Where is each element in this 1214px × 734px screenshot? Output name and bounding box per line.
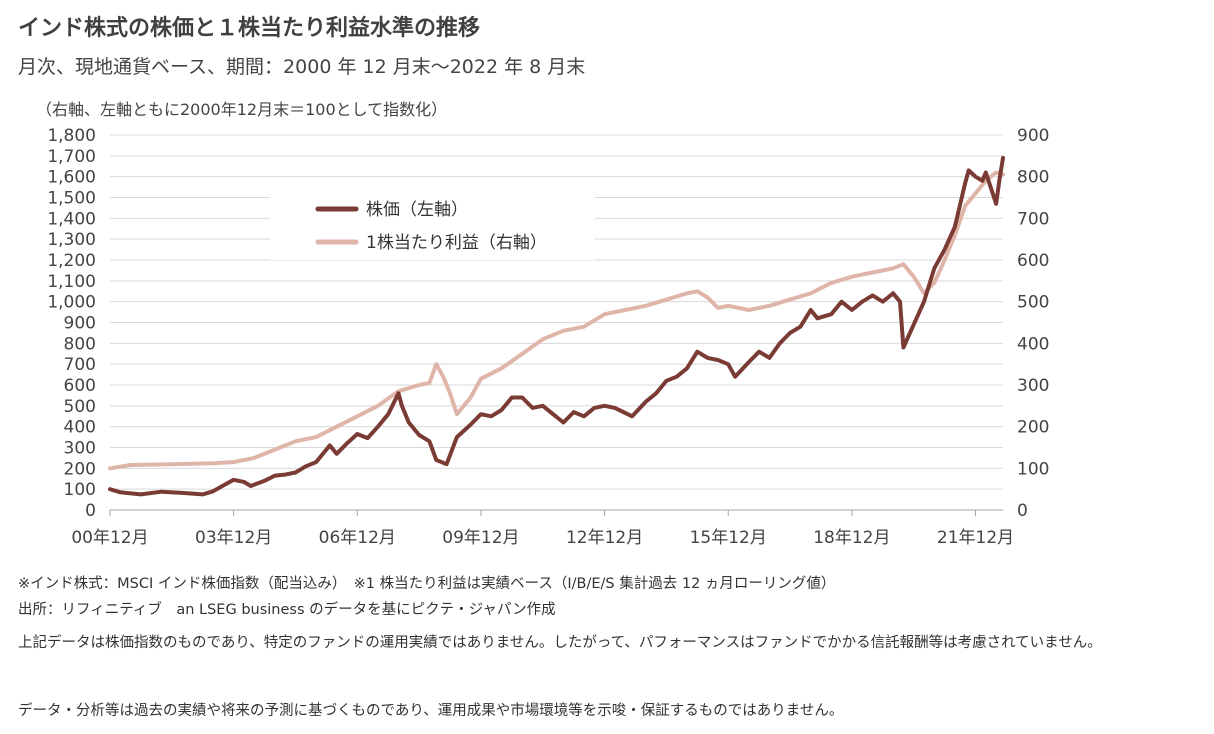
y-left-tick-label: 1,200	[47, 251, 96, 271]
page-subtitle: 月次、現地通貨ベース、期間：2000 年 12 月末～2022 年 8 月末	[18, 56, 586, 78]
y-right-tick-label: 200	[1017, 418, 1049, 438]
y-left-tick-label: 1,300	[47, 230, 96, 250]
y-left-tick-label: 1,400	[47, 209, 96, 229]
source-credit: 出所：リフィニティブ an LSEG business のデータを基にピクテ・ジ…	[18, 602, 556, 618]
y-left-tick-label: 200	[64, 459, 96, 479]
y-left-tick-label: 1,000	[47, 293, 96, 313]
source-note: ※インド株式：MSCI インド株価指数（配当込み） ※1 株当たり利益は実績ベー…	[18, 576, 836, 592]
y-left-tick-label: 700	[64, 355, 96, 375]
y-left-tick-label: 300	[64, 439, 96, 459]
x-tick-label: 00年12月	[71, 528, 148, 548]
y-left-tick-label: 600	[64, 376, 96, 396]
y-right-tick-label: 900	[1017, 126, 1049, 146]
page-title: インド株式の株価と１株当たり利益水準の推移	[18, 16, 481, 41]
disclaimer-forecast: データ・分析等は過去の実績や将来の予測に基づくものであり、運用成果や市場環境等を…	[18, 703, 844, 719]
y-right-tick-label: 800	[1017, 168, 1049, 188]
y-right-tick-label: 400	[1017, 334, 1049, 354]
y-left-tick-label: 900	[64, 314, 96, 334]
y-right-tick-label: 0	[1017, 501, 1028, 521]
y-left-tick-label: 1,500	[47, 189, 96, 209]
legend-background	[270, 190, 595, 260]
x-tick-label: 15年12月	[690, 528, 767, 548]
y-left-tick-label: 800	[64, 334, 96, 354]
x-tick-label: 03年12月	[195, 528, 272, 548]
legend-eps-label: 1株当たり利益（右軸）	[366, 233, 547, 253]
y-left-tick-label: 500	[64, 397, 96, 417]
x-tick-label: 12年12月	[566, 528, 643, 548]
x-tick-label: 06年12月	[319, 528, 396, 548]
x-tick-label: 21年12月	[937, 528, 1014, 548]
y-right-tick-label: 100	[1017, 459, 1049, 479]
y-right-tick-label: 600	[1017, 251, 1049, 271]
y-left-tick-label: 0	[85, 501, 96, 521]
line-chart: 01002003004005006007008009001,0001,1001,…	[47, 126, 1049, 548]
y-right-tick-label: 700	[1017, 209, 1049, 229]
y-left-tick-label: 1,600	[47, 168, 96, 188]
y-left-tick-label: 1,100	[47, 272, 96, 292]
y-right-tick-label: 300	[1017, 376, 1049, 396]
y-left-tick-label: 100	[64, 480, 96, 500]
y-left-tick-label: 400	[64, 418, 96, 438]
y-right-tick-label: 500	[1017, 293, 1049, 313]
price-series-line	[108, 155, 1005, 497]
y-left-tick-label: 1,700	[47, 147, 96, 167]
x-tick-label: 18年12月	[813, 528, 890, 548]
eps-series-line	[108, 170, 1005, 471]
y-left-tick-label: 1,800	[47, 126, 96, 146]
chart-note: （右軸、左軸ともに2000年12月末＝100として指数化）	[36, 100, 448, 119]
x-tick-label: 09年12月	[442, 528, 519, 548]
legend-price-label: 株価（左軸）	[366, 200, 468, 220]
disclaimer-performance: 上記データは株価指数のものであり、特定のファンドの運用実績ではありません。したが…	[18, 635, 1102, 651]
